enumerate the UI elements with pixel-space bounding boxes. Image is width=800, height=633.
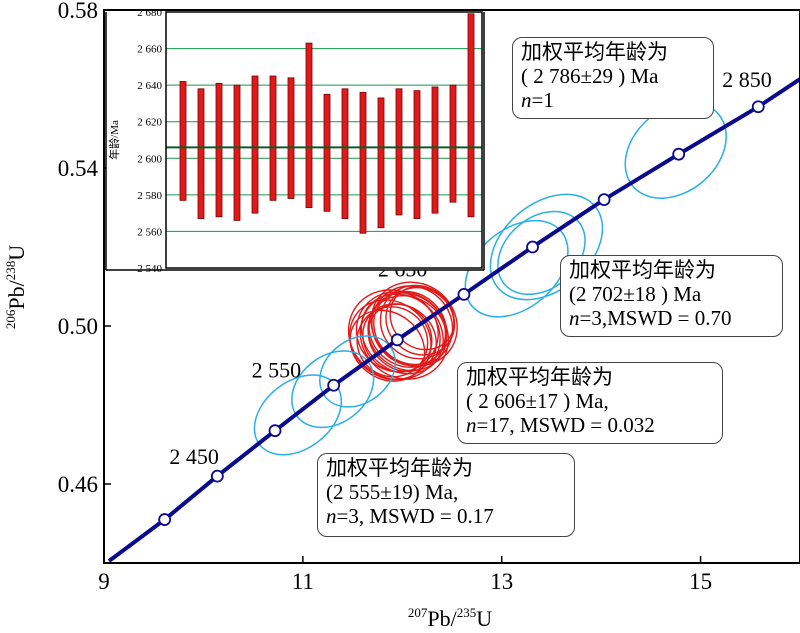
concordia-age-point [457, 287, 471, 301]
inset-age-bar [287, 77, 295, 199]
annotation-box-2555: 加权平均年龄为 (2 555±19) Ma, n=3, MSWD = 0.17 [317, 453, 575, 537]
x-tick-label: 11 [292, 569, 314, 594]
inset-age-bar [269, 75, 277, 201]
blue-error-ellipse [464, 219, 569, 318]
red-error-ellipse [367, 303, 437, 373]
x-axis-label: 207Pb/235U [408, 605, 492, 631]
inset-age-bar [215, 82, 223, 218]
concordia-age-point [672, 147, 686, 161]
y-tick-label: 0.54 [58, 156, 99, 181]
inset-y-tick-label: 2 580 [137, 190, 162, 202]
y-axis-label: 206Pb/238U [3, 245, 29, 329]
inset-age-bar [251, 75, 259, 214]
inset-age-bar [395, 88, 403, 216]
concordia-age-point [597, 193, 611, 207]
inset-age-bar [431, 86, 439, 214]
inset-age-bar [323, 93, 331, 212]
inset-age-bar [413, 90, 421, 220]
inset-age-bar [233, 84, 241, 221]
inset-ticks: 2 540 2 560 2 580 2 600 2 620 2 640 2 660 2 680 [137, 7, 162, 275]
inset-y-tick-label: 2 680 [137, 7, 162, 19]
annotation-box-2606: 加权平均年龄为 ( 2 606±17 ) Ma, n=17, MSWD = 0.… [457, 362, 723, 444]
inset-age-bar [179, 81, 187, 201]
inset-bar-chart: 2 540 2 560 2 580 2 600 2 620 2 640 2 660 2 680… [105, 7, 485, 275]
concordia-age-point [390, 333, 404, 347]
concordia-age-point [268, 424, 282, 438]
concordia-age-point [327, 378, 341, 392]
inset-age-bar [341, 88, 349, 220]
concordia-age-point [158, 513, 172, 526]
red-error-ellipse [367, 295, 448, 372]
concordia-age-point [526, 240, 539, 254]
inset-age-bar [449, 84, 457, 203]
red-error-ellipse [385, 286, 456, 356]
inset-age-bar [305, 42, 313, 209]
inset-y-tick-label: 2 620 [137, 117, 162, 129]
age-label: 2 450 [169, 444, 219, 469]
inset-bars [179, 13, 475, 234]
inset-age-bar [197, 88, 205, 220]
inset-y-tick-label: 2 600 [137, 153, 162, 165]
x-tick-label: 15 [689, 569, 712, 594]
inset-y-label: 年龄/Ma [107, 120, 121, 160]
inset-y-tick-label: 2 660 [137, 44, 162, 56]
inset-y-tick-label: 2 540 [137, 263, 162, 275]
plot-frame [103, 9, 800, 564]
y-tick-label: 0.46 [58, 472, 98, 497]
red-error-ellipse [347, 289, 441, 381]
red-error-ellipse [362, 303, 433, 373]
age-label: 2 550 [252, 357, 302, 382]
inset-age-bar [377, 97, 385, 229]
red-error-ellipse [359, 291, 449, 380]
inset-frame [165, 11, 483, 269]
annotation-box-2786: 加权平均年龄为 ( 2 786±29 ) Ma n=1 [512, 37, 714, 119]
concordia-age-point [210, 469, 224, 483]
x-tick-label: 13 [490, 569, 513, 594]
x-tick-label: 9 [98, 569, 110, 594]
inset-y-tick-label: 2 640 [137, 80, 162, 92]
concordia-curve [107, 77, 800, 563]
annotation-box-2702: 加权平均年龄为 (2 702±18 ) Ma n=3,MSWD = 0.70 [560, 255, 783, 337]
concordia-points [158, 100, 765, 526]
age-label: 2 850 [722, 67, 772, 92]
inset-age-bar [467, 13, 475, 218]
inset-age-bar [359, 92, 367, 234]
concordia-age-point [751, 100, 765, 114]
y-tick-label: 0.50 [58, 314, 98, 339]
axis-ticks: 9 11 13 15 0.46 0.50 0.54 0.58 [58, 0, 712, 594]
inset-y-tick-label: 2 560 [137, 226, 162, 238]
y-tick-label: 0.58 [58, 0, 98, 23]
red-error-ellipse [370, 281, 458, 367]
